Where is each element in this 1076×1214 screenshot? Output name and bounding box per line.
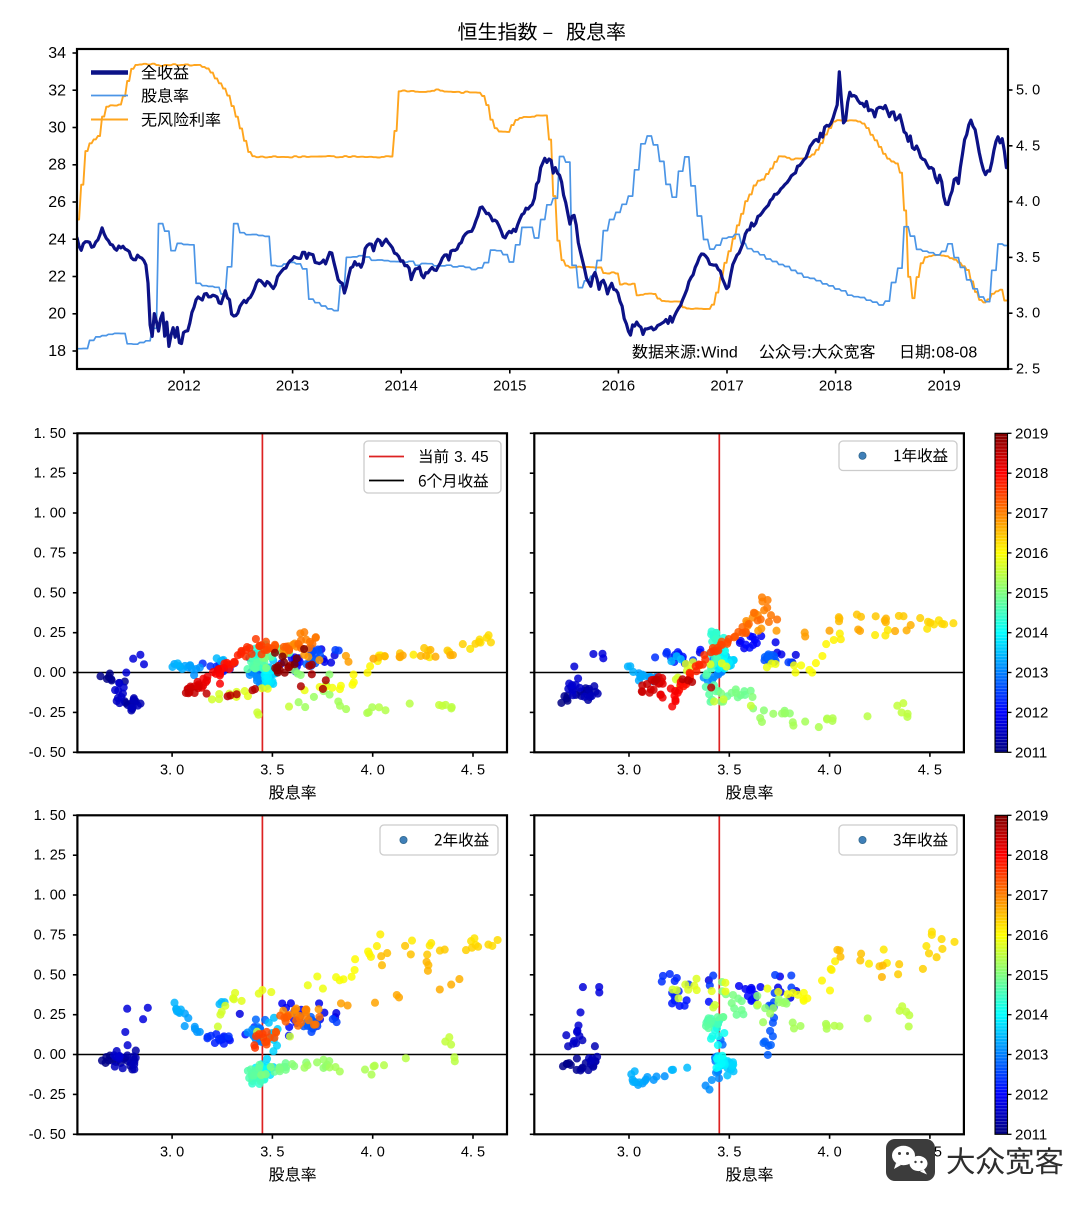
svg-text:4. 0: 4. 0 xyxy=(818,1144,842,1160)
svg-text:2014: 2014 xyxy=(1015,1007,1048,1024)
svg-text:0. 00: 0. 00 xyxy=(34,1047,66,1063)
svg-text:3. 5: 3. 5 xyxy=(717,1144,741,1160)
svg-text:26: 26 xyxy=(48,194,66,211)
svg-text:2. 5: 2. 5 xyxy=(1016,362,1040,378)
svg-text:2019: 2019 xyxy=(1015,425,1048,442)
svg-text:2017: 2017 xyxy=(710,378,743,395)
svg-text:2012: 2012 xyxy=(1015,1086,1048,1103)
svg-text:1. 25: 1. 25 xyxy=(34,848,66,864)
svg-text:0. 25: 0. 25 xyxy=(34,625,66,641)
svg-text:2015: 2015 xyxy=(493,378,526,395)
svg-text:0. 25: 0. 25 xyxy=(34,1007,66,1023)
svg-text:2016: 2016 xyxy=(1015,927,1048,944)
svg-text:2018: 2018 xyxy=(1015,847,1048,864)
svg-text:2011: 2011 xyxy=(1015,1126,1047,1143)
svg-text:20: 20 xyxy=(48,306,66,323)
svg-text:2019: 2019 xyxy=(1015,807,1048,824)
svg-text:Wind: Wind xyxy=(701,345,737,362)
svg-text:2011: 2011 xyxy=(1015,744,1047,761)
svg-text:0. 75: 0. 75 xyxy=(34,545,66,561)
svg-text:3. 45: 3. 45 xyxy=(454,449,488,466)
svg-text:5. 0: 5. 0 xyxy=(1016,83,1040,99)
svg-text:2016: 2016 xyxy=(1015,545,1048,562)
svg-text:3. 5: 3. 5 xyxy=(717,762,741,778)
svg-text:2018: 2018 xyxy=(1015,465,1048,482)
svg-text:0. 50: 0. 50 xyxy=(34,967,66,983)
svg-text:3. 0: 3. 0 xyxy=(617,762,641,778)
svg-text:4. 0: 4. 0 xyxy=(818,762,842,778)
svg-text:4. 5: 4. 5 xyxy=(461,1144,485,1160)
svg-text:2015: 2015 xyxy=(1015,967,1048,984)
svg-text:3. 5: 3. 5 xyxy=(260,1144,284,1160)
svg-text:4. 0: 4. 0 xyxy=(361,1144,385,1160)
svg-text:2018: 2018 xyxy=(819,378,852,395)
svg-text:2015: 2015 xyxy=(1015,585,1048,602)
svg-text:4. 5: 4. 5 xyxy=(918,762,942,778)
svg-text:30: 30 xyxy=(48,120,66,137)
svg-text:2017: 2017 xyxy=(1015,505,1048,522)
svg-text:32: 32 xyxy=(48,82,66,99)
svg-text:1. 00: 1. 00 xyxy=(34,888,66,904)
svg-text:-0. 50: -0. 50 xyxy=(29,1127,66,1143)
svg-text:18: 18 xyxy=(48,343,66,360)
svg-text:0. 75: 0. 75 xyxy=(34,927,66,943)
svg-text:-0. 25: -0. 25 xyxy=(29,1087,66,1103)
svg-text:2017: 2017 xyxy=(1015,887,1048,904)
svg-text:08-08: 08-08 xyxy=(936,345,977,362)
svg-text:3. 0: 3. 0 xyxy=(617,1144,641,1160)
svg-text:3. 5: 3. 5 xyxy=(260,762,284,778)
svg-text:22: 22 xyxy=(48,269,66,286)
svg-text:3. 0: 3. 0 xyxy=(160,762,184,778)
svg-text:2019: 2019 xyxy=(928,378,961,395)
svg-text:2012: 2012 xyxy=(167,378,200,395)
svg-text:2012: 2012 xyxy=(1015,704,1048,721)
svg-text:3. 0: 3. 0 xyxy=(1016,306,1040,322)
svg-text:-0. 25: -0. 25 xyxy=(29,705,66,721)
svg-text:4. 0: 4. 0 xyxy=(361,762,385,778)
svg-text:1. 25: 1. 25 xyxy=(34,466,66,482)
svg-text:2014: 2014 xyxy=(1015,625,1048,642)
svg-text:34: 34 xyxy=(48,45,66,62)
svg-text:4. 5: 4. 5 xyxy=(1016,138,1040,154)
svg-text:28: 28 xyxy=(48,157,66,174)
svg-text:2014: 2014 xyxy=(385,378,418,395)
svg-text:-0. 50: -0. 50 xyxy=(29,745,66,761)
svg-text:3. 0: 3. 0 xyxy=(160,1144,184,1160)
svg-text:1. 00: 1. 00 xyxy=(34,506,66,522)
svg-text:4. 0: 4. 0 xyxy=(1016,194,1040,210)
svg-text:2013: 2013 xyxy=(276,378,309,395)
svg-text:2016: 2016 xyxy=(602,378,635,395)
svg-text:4. 5: 4. 5 xyxy=(461,762,485,778)
svg-text:1. 50: 1. 50 xyxy=(34,426,66,442)
svg-text:24: 24 xyxy=(48,231,66,248)
svg-text:2013: 2013 xyxy=(1015,665,1048,682)
svg-text:3. 5: 3. 5 xyxy=(1016,250,1040,266)
svg-text:1. 50: 1. 50 xyxy=(34,808,66,824)
svg-text:0. 00: 0. 00 xyxy=(34,665,66,681)
svg-text:2013: 2013 xyxy=(1015,1047,1048,1064)
svg-text:0. 50: 0. 50 xyxy=(34,585,66,601)
